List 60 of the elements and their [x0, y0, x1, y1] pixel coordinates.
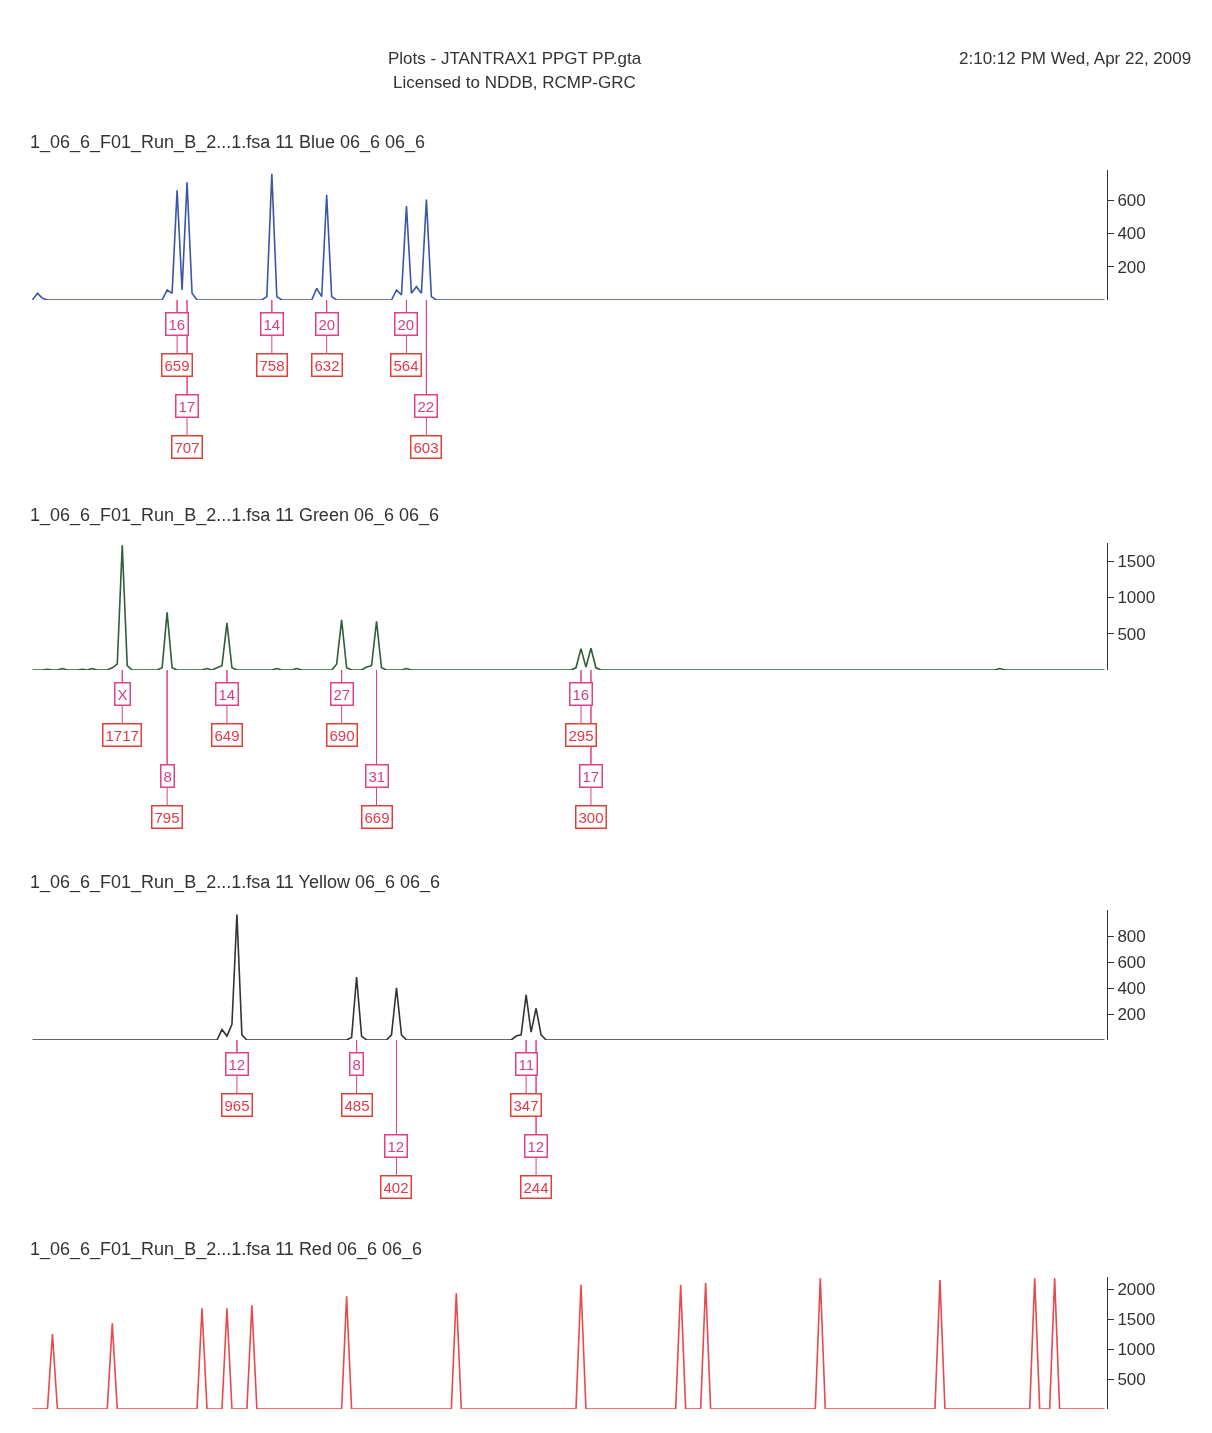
y-tick-label: 1500: [1117, 552, 1156, 572]
text: 11: [518, 1055, 535, 1073]
y-tick-label: 400: [1117, 224, 1146, 244]
y-tick-label: 500: [1117, 624, 1146, 644]
text: 31: [368, 767, 386, 785]
y-tick-label: 500: [1117, 1369, 1146, 1389]
text: 16: [572, 685, 590, 703]
y-tick-label: 800: [1117, 926, 1146, 946]
chart-title: 1_06_6_F01_Run_B_2...1.fsa 11 Yellow 06_6 06_6: [30, 872, 441, 893]
text: 27: [333, 685, 351, 703]
text: 965: [224, 1096, 250, 1114]
text: 758: [259, 356, 285, 374]
text: 659: [164, 356, 190, 374]
text: 8: [352, 1055, 361, 1073]
text: 603: [413, 438, 439, 456]
y-tick-label: 200: [1117, 257, 1146, 277]
line-series: [31, 172, 1106, 300]
text: 402: [383, 1178, 409, 1196]
y-tick-label: 1000: [1117, 1339, 1156, 1359]
text: 649: [214, 726, 240, 744]
text: 12: [527, 1137, 545, 1155]
line-series: [31, 1277, 1106, 1409]
text: Licensed to NDDB, RCMP-GRC: [393, 73, 636, 92]
text: 20: [318, 315, 336, 333]
text: 300: [578, 808, 604, 826]
text: 1717: [105, 726, 139, 744]
y-tick-label: 200: [1117, 1004, 1146, 1024]
text: 12: [228, 1055, 246, 1073]
text: 14: [263, 315, 281, 333]
y-tick-label: 1500: [1117, 1309, 1156, 1329]
text: 564: [393, 356, 419, 374]
chart-title: 1_06_6_F01_Run_B_2...1.fsa 11 Blue 06_6 06_6: [30, 132, 425, 153]
text: Plots - JTANTRAX1 PPGT PP.gta: [388, 49, 642, 68]
text: 690: [329, 726, 355, 744]
y-tick-label: 2000: [1117, 1279, 1156, 1299]
chart-title: 1_06_6_F01_Run_B_2...1.fsa 11 Green 06_6 06_6: [30, 505, 439, 526]
text: 12: [387, 1137, 405, 1155]
text: 20: [397, 315, 415, 333]
text: X: [117, 685, 128, 703]
text: 707: [174, 438, 200, 456]
text: 2:10:12 PM Wed, Apr 22, 2009: [959, 49, 1192, 68]
chart-title: 1_06_6_F01_Run_B_2...1.fsa 11 Red 06_6 06_6: [30, 1239, 422, 1260]
text: 669: [364, 808, 390, 826]
y-tick-label: 600: [1117, 952, 1146, 972]
line-series: [31, 544, 1106, 670]
text: 485: [344, 1096, 370, 1114]
text: 244: [523, 1178, 549, 1196]
text: 8: [163, 767, 172, 785]
text: 795: [154, 808, 180, 826]
text: 17: [178, 397, 196, 415]
text: 632: [314, 356, 340, 374]
text: 295: [568, 726, 594, 744]
y-tick-label: 400: [1117, 978, 1146, 998]
y-tick-label: 1000: [1117, 588, 1156, 608]
text: 16: [168, 315, 186, 333]
text: 22: [417, 397, 435, 415]
text: 17: [582, 767, 600, 785]
text: 14: [218, 685, 236, 703]
y-tick-label: 600: [1117, 190, 1146, 210]
text: 347: [513, 1096, 539, 1114]
